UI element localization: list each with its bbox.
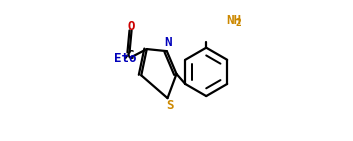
Text: Eto: Eto bbox=[114, 52, 136, 65]
Text: N: N bbox=[164, 36, 171, 49]
Text: C: C bbox=[126, 49, 134, 62]
Text: 2: 2 bbox=[235, 18, 241, 28]
Text: O: O bbox=[128, 20, 135, 33]
Text: S: S bbox=[166, 99, 174, 112]
Text: NH: NH bbox=[226, 14, 241, 27]
